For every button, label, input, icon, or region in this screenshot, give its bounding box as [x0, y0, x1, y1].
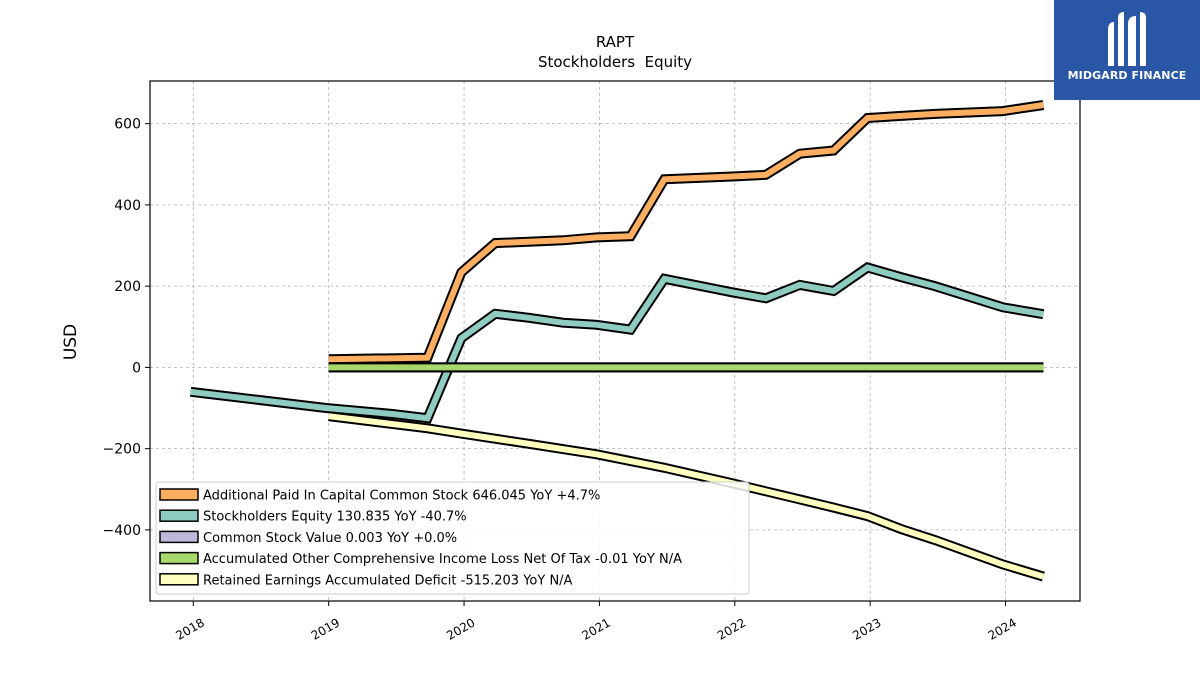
legend-label: Retained Earnings Accumulated Deficit -5… [203, 573, 573, 588]
midgard-logo-icon [1108, 12, 1146, 66]
series-line-outline [190, 262, 1045, 424]
plot-frame [149, 80, 1081, 602]
y-tick-label: −400 [103, 523, 141, 539]
legend-label: Accumulated Other Comprehensive Income L… [203, 552, 682, 567]
y-axis-ticks: 600 400 200 0 −200 −400 [103, 117, 150, 539]
legend-label: Additional Paid In Capital Common Stock … [203, 489, 600, 504]
legend: Additional Paid In Capital Common Stock … [155, 481, 750, 595]
x-tick-label: 2018 [173, 615, 206, 642]
series-0 [328, 100, 1045, 365]
x-tick-label: 2021 [579, 615, 612, 642]
chart-subtitle: Stockholders Equity [538, 53, 692, 71]
series-line [190, 264, 1044, 422]
x-tick-label: 2019 [309, 615, 342, 642]
brand-logo-text: MIDGARD FINANCE [1067, 69, 1187, 82]
series-1 [190, 262, 1045, 424]
x-tick-label: 2024 [986, 615, 1019, 642]
legend-label: Common Stock Value 0.003 YoY +0.0% [203, 531, 457, 546]
x-tick-label: 2022 [715, 615, 748, 642]
x-axis-ticks: 2018 2019 2020 2021 2022 2023 2024 [173, 601, 1019, 643]
legend-swatch [159, 573, 199, 586]
series-line [328, 102, 1044, 363]
y-tick-label: 600 [114, 117, 141, 133]
y-tick-label: 200 [114, 279, 141, 295]
brand-logo: MIDGARD FINANCE [1054, 0, 1200, 100]
legend-swatch [159, 530, 199, 544]
y-tick-label: 400 [114, 198, 141, 214]
legend-swatch [159, 551, 199, 565]
chart-title: RAPT [596, 33, 635, 51]
series-lines [190, 100, 1045, 582]
x-tick-label: 2020 [444, 615, 477, 642]
legend-box [155, 481, 750, 595]
legend-swatch [159, 509, 199, 522]
y-axis-label: USD [61, 324, 81, 360]
y-tick-label: −200 [103, 442, 141, 458]
series-line-outline [328, 100, 1045, 365]
legend-label: Stockholders Equity 130.835 YoY -40.7% [203, 510, 467, 525]
y-tick-label: 0 [132, 360, 141, 376]
x-tick-label: 2023 [850, 615, 883, 642]
legend-swatch [159, 488, 199, 501]
